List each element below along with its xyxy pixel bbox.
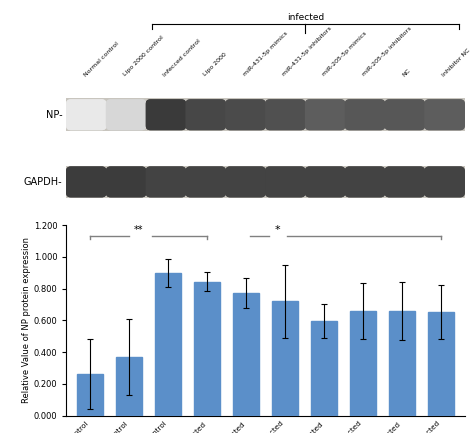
FancyBboxPatch shape [384, 166, 425, 197]
Bar [311, 321, 337, 416]
Text: GAPDH-: GAPDH- [24, 177, 63, 187]
FancyBboxPatch shape [225, 99, 266, 130]
FancyBboxPatch shape [66, 166, 465, 198]
Bar [233, 293, 259, 416]
Bar [76, 375, 103, 416]
Text: **: ** [134, 226, 143, 236]
Y-axis label: Relative Value of NP protein expression: Relative Value of NP protein expression [22, 237, 31, 404]
FancyBboxPatch shape [345, 99, 385, 130]
FancyBboxPatch shape [305, 99, 346, 130]
Bar [389, 311, 415, 416]
FancyBboxPatch shape [305, 166, 346, 197]
FancyBboxPatch shape [146, 166, 186, 197]
FancyBboxPatch shape [424, 166, 465, 197]
Bar [193, 281, 220, 416]
FancyBboxPatch shape [185, 166, 226, 197]
Text: miR-431-5p mimics: miR-431-5p mimics [242, 31, 288, 78]
FancyBboxPatch shape [265, 166, 306, 197]
Bar [350, 311, 376, 416]
FancyBboxPatch shape [66, 166, 107, 197]
FancyBboxPatch shape [66, 166, 107, 197]
FancyBboxPatch shape [424, 99, 465, 130]
FancyBboxPatch shape [66, 99, 107, 130]
FancyBboxPatch shape [146, 99, 186, 130]
FancyBboxPatch shape [146, 166, 186, 197]
Text: NC: NC [401, 67, 411, 78]
FancyBboxPatch shape [305, 166, 346, 197]
FancyBboxPatch shape [265, 99, 306, 130]
FancyBboxPatch shape [345, 166, 385, 197]
FancyBboxPatch shape [185, 99, 226, 130]
FancyBboxPatch shape [66, 98, 465, 131]
FancyBboxPatch shape [146, 99, 186, 130]
Text: Lipo 2000: Lipo 2000 [202, 52, 228, 78]
Text: *: * [275, 226, 281, 236]
FancyBboxPatch shape [66, 99, 107, 130]
FancyBboxPatch shape [345, 166, 385, 197]
Text: infected: infected [287, 13, 324, 22]
FancyBboxPatch shape [106, 99, 146, 130]
FancyBboxPatch shape [225, 99, 266, 130]
FancyBboxPatch shape [106, 166, 146, 197]
Text: miR-205-5p mimics: miR-205-5p mimics [322, 31, 368, 78]
Text: Lipo 2000 control: Lipo 2000 control [123, 35, 165, 78]
Bar [116, 357, 142, 416]
Bar [272, 301, 298, 416]
FancyBboxPatch shape [106, 166, 146, 197]
Text: Inhibitor NC: Inhibitor NC [441, 47, 471, 78]
FancyBboxPatch shape [185, 166, 226, 197]
Text: miR-205-5p inhibitors: miR-205-5p inhibitors [362, 26, 413, 78]
FancyBboxPatch shape [424, 99, 465, 130]
FancyBboxPatch shape [384, 99, 425, 130]
FancyBboxPatch shape [265, 99, 306, 130]
Bar [428, 312, 455, 416]
FancyBboxPatch shape [66, 90, 465, 208]
Bar [155, 273, 181, 416]
FancyBboxPatch shape [265, 166, 306, 197]
FancyBboxPatch shape [424, 166, 465, 197]
FancyBboxPatch shape [225, 166, 266, 197]
FancyBboxPatch shape [384, 99, 425, 130]
FancyBboxPatch shape [106, 99, 146, 130]
FancyBboxPatch shape [225, 166, 266, 197]
Text: miR-431-5p inhibitors: miR-431-5p inhibitors [282, 26, 333, 78]
FancyBboxPatch shape [345, 99, 385, 130]
Text: NP-: NP- [46, 110, 63, 120]
Text: Infecced control: Infecced control [163, 38, 202, 78]
FancyBboxPatch shape [305, 99, 346, 130]
FancyBboxPatch shape [185, 99, 226, 130]
FancyBboxPatch shape [384, 166, 425, 197]
Text: Normal control: Normal control [83, 41, 119, 78]
